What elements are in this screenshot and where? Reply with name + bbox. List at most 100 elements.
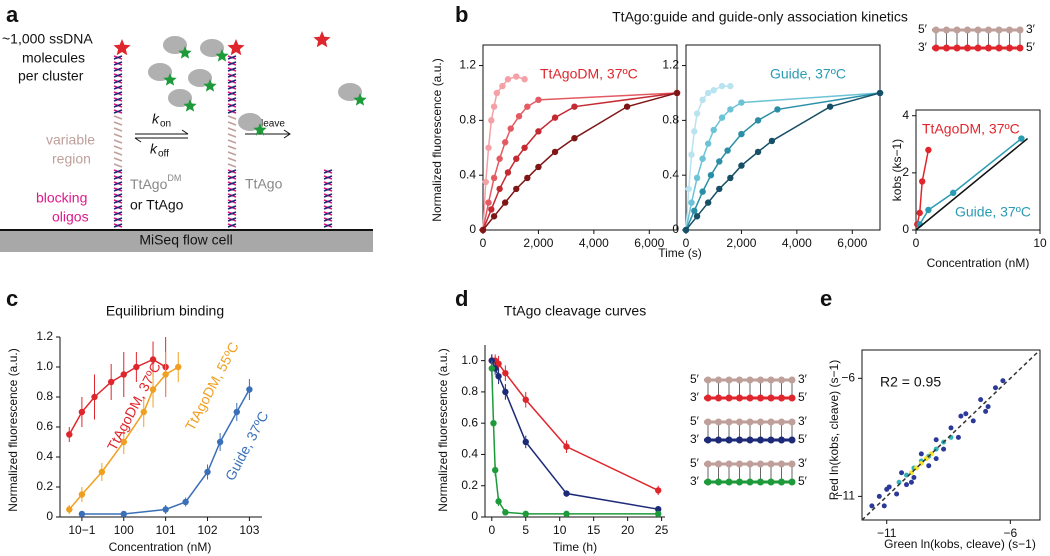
base — [757, 376, 764, 384]
fluorophore — [203, 79, 217, 92]
point — [149, 356, 157, 363]
base — [704, 418, 712, 426]
point — [925, 206, 932, 214]
point — [140, 408, 147, 416]
annotation: Guide, 37ºC — [955, 204, 1031, 220]
point — [724, 147, 731, 154]
point — [904, 482, 909, 488]
rate-sub: on — [160, 119, 171, 130]
strand — [113, 133, 123, 138]
x-tick-label: −11 — [877, 526, 897, 540]
fluorophore — [253, 123, 267, 136]
panel-label: d — [455, 286, 468, 311]
note: variable — [46, 132, 95, 148]
strand — [227, 157, 237, 162]
base — [704, 436, 712, 444]
strand — [113, 181, 123, 186]
series-line — [482, 92, 678, 231]
point — [716, 158, 723, 165]
point — [718, 82, 726, 90]
y-axis-label: Normalized fluorescence (a.u.) — [6, 348, 20, 511]
strand — [113, 163, 123, 168]
plot-frame — [482, 44, 678, 231]
point — [551, 148, 559, 156]
point — [175, 363, 182, 371]
point — [493, 89, 501, 97]
y-tick-label: 2 — [902, 165, 909, 179]
strand — [113, 67, 123, 72]
protein — [200, 39, 224, 57]
base — [757, 460, 764, 468]
arrow — [134, 137, 142, 143]
point — [495, 498, 502, 505]
y-tick-label: 1.0 — [36, 359, 53, 373]
note: per cluster — [18, 68, 84, 84]
annotation: TtAgoDM, 37ºC — [104, 359, 164, 453]
strand-end: 5′ — [798, 390, 808, 404]
point — [716, 185, 723, 193]
y-tick-label: 0 — [471, 509, 478, 523]
base — [767, 394, 775, 402]
x-axis-label: Time (h) — [553, 540, 597, 554]
series-line — [482, 92, 678, 231]
strand — [113, 73, 123, 78]
base — [725, 394, 733, 402]
base — [974, 44, 982, 52]
base — [1006, 44, 1013, 52]
point — [216, 438, 224, 446]
point — [66, 506, 73, 513]
point — [149, 386, 157, 393]
x-tick-label: 20 — [621, 523, 635, 537]
strand-end: 5′ — [690, 414, 700, 428]
point — [504, 76, 512, 83]
panel-label: a — [6, 2, 19, 27]
protein — [168, 89, 192, 107]
note: molecules — [22, 50, 85, 66]
point — [522, 510, 529, 518]
strand — [113, 193, 123, 198]
strand-end: 5′ — [690, 372, 700, 386]
x-tick-label: 10−1 — [68, 523, 95, 537]
x-tick-label: 100 — [114, 523, 134, 537]
point — [491, 466, 499, 474]
strand — [227, 133, 237, 138]
series-line — [482, 92, 678, 231]
series-line — [68, 366, 179, 510]
point — [718, 114, 726, 121]
y-tick-label: 0.2 — [36, 479, 53, 493]
panel-label: e — [820, 286, 832, 311]
base — [715, 436, 722, 444]
plot-frame — [861, 349, 1041, 521]
point — [970, 418, 976, 424]
point — [955, 434, 961, 440]
point — [754, 148, 762, 156]
base — [995, 44, 1003, 52]
point — [501, 139, 509, 146]
point — [768, 137, 776, 145]
strand — [227, 103, 237, 108]
point — [182, 498, 189, 506]
strand — [227, 91, 237, 96]
point — [98, 468, 106, 476]
point — [485, 144, 492, 151]
strand — [227, 151, 237, 156]
base — [964, 44, 971, 52]
point — [522, 396, 529, 403]
strand — [323, 205, 333, 210]
strand — [227, 55, 237, 60]
base — [725, 418, 733, 426]
series-line — [915, 137, 1029, 231]
y-tick-label: 0.4 — [461, 447, 478, 461]
x-tick-label: 0 — [683, 236, 690, 250]
series-line — [861, 349, 1041, 521]
point — [623, 103, 631, 110]
y-axis-label: Normalized fluorescence (a.u.) — [430, 58, 444, 221]
annotation: R2 = 0.95 — [880, 374, 941, 390]
x-tick-label: 0 — [488, 523, 495, 537]
point — [479, 226, 487, 234]
strand — [323, 199, 333, 204]
x-tick-label: 6,000 — [634, 236, 664, 250]
base — [788, 394, 796, 402]
point — [876, 493, 882, 499]
